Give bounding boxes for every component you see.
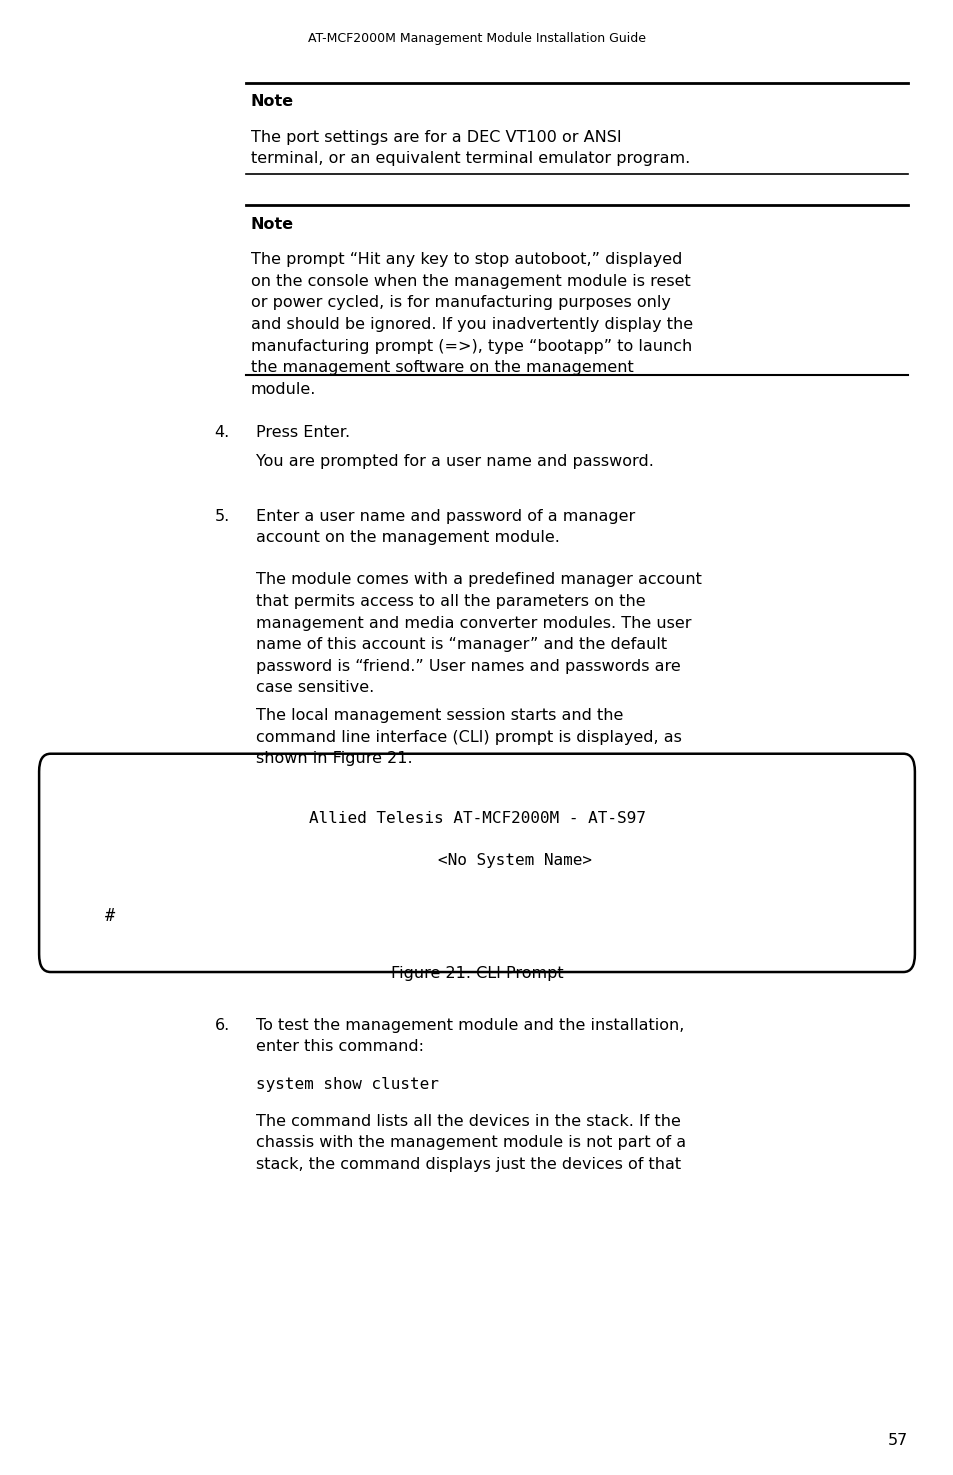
Text: 4.: 4. (214, 425, 230, 440)
Text: AT-MCF2000M Management Module Installation Guide: AT-MCF2000M Management Module Installati… (308, 32, 645, 46)
Text: Press Enter.: Press Enter. (255, 425, 350, 440)
Text: You are prompted for a user name and password.: You are prompted for a user name and pas… (255, 454, 653, 469)
Text: Note: Note (251, 217, 294, 232)
Text: system show cluster: system show cluster (255, 1077, 438, 1092)
FancyBboxPatch shape (39, 754, 914, 972)
Text: The port settings are for a DEC VT100 or ANSI
terminal, or an equivalent termina: The port settings are for a DEC VT100 or… (251, 130, 689, 167)
Text: 6.: 6. (214, 1018, 230, 1032)
Text: The local management session starts and the
command line interface (CLI) prompt : The local management session starts and … (255, 708, 680, 766)
Text: The prompt “Hit any key to stop autoboot,” displayed
on the console when the man: The prompt “Hit any key to stop autoboot… (251, 252, 692, 397)
Text: The command lists all the devices in the stack. If the
chassis with the manageme: The command lists all the devices in the… (255, 1114, 685, 1171)
Text: 57: 57 (887, 1434, 907, 1448)
Text: Note: Note (251, 94, 294, 109)
Text: Enter a user name and password of a manager
account on the management module.: Enter a user name and password of a mana… (255, 509, 635, 546)
Text: Allied Telesis AT-MCF2000M - AT-S97: Allied Telesis AT-MCF2000M - AT-S97 (308, 811, 645, 826)
Text: Figure 21. CLI Prompt: Figure 21. CLI Prompt (391, 966, 562, 981)
Text: To test the management module and the installation,
enter this command:: To test the management module and the in… (255, 1018, 683, 1055)
Text: 5.: 5. (214, 509, 230, 524)
Text: <No System Name>: <No System Name> (361, 853, 592, 867)
Text: The module comes with a predefined manager account
that permits access to all th: The module comes with a predefined manag… (255, 572, 700, 695)
Text: #: # (105, 907, 114, 925)
